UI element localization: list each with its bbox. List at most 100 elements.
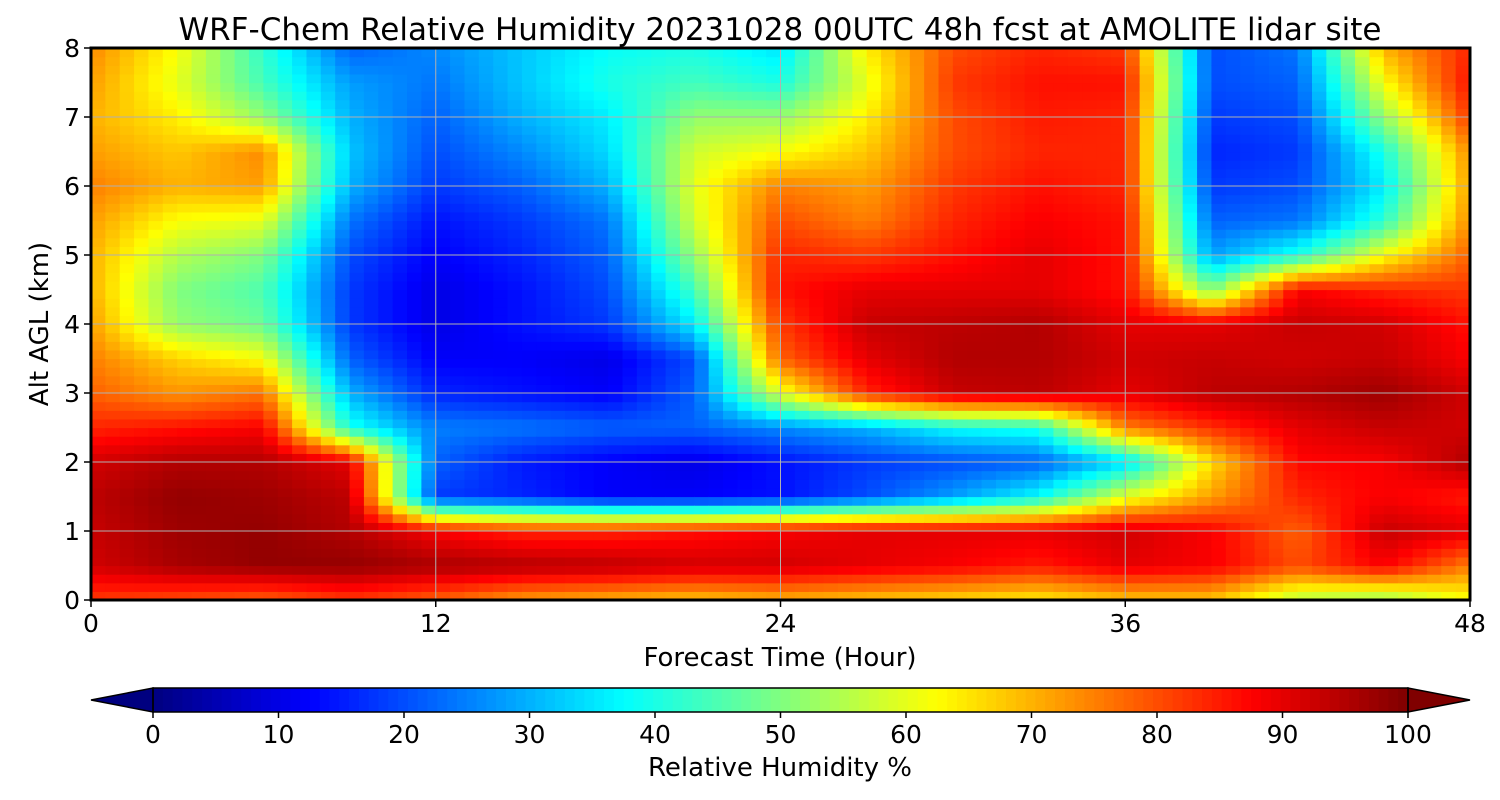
heatmap-cell [665, 298, 681, 308]
heatmap-cell [134, 263, 150, 273]
heatmap-cell [478, 487, 494, 498]
heatmap-cell [507, 48, 523, 58]
heatmap-cell [363, 453, 379, 463]
heatmap-cell [751, 125, 767, 135]
heatmap-cell [521, 125, 537, 135]
heatmap-cell [852, 556, 868, 567]
heatmap-cell [895, 418, 911, 429]
heatmap-cell [119, 151, 135, 161]
heatmap-cell [91, 393, 106, 403]
heatmap-cell [981, 203, 997, 213]
heatmap-cell [1067, 91, 1083, 101]
heatmap-cell [737, 186, 753, 196]
heatmap-cell [665, 280, 681, 291]
heatmap-cell [952, 358, 968, 368]
heatmap-cell [708, 384, 724, 394]
heatmap-cell [708, 479, 724, 489]
heatmap-cell [837, 246, 853, 256]
heatmap-cell [191, 65, 207, 75]
heatmap-cell [292, 229, 308, 239]
heatmap-cell [780, 341, 796, 351]
heatmap-cell [981, 255, 997, 265]
heatmap-cell [335, 48, 351, 58]
heatmap-cell [636, 272, 652, 282]
heatmap-cell [435, 539, 451, 549]
heatmap-cell [263, 194, 279, 204]
heatmap-cell [967, 82, 983, 92]
heatmap-cell [435, 462, 451, 472]
heatmap-cell [550, 341, 566, 351]
heatmap-cell [1082, 367, 1098, 377]
heatmap-cell [938, 134, 954, 144]
heatmap-cell [421, 453, 437, 463]
heatmap-cell [1039, 427, 1055, 437]
heatmap-cell [794, 436, 810, 446]
heatmap-cell [780, 220, 796, 230]
heatmap-cell [909, 410, 925, 420]
heatmap-cell [751, 65, 767, 75]
heatmap-cell [378, 73, 394, 84]
heatmap-cell [407, 444, 422, 454]
heatmap-cell [1125, 125, 1141, 135]
heatmap-cell [220, 505, 236, 515]
heatmap-cell [91, 341, 106, 351]
heatmap-cell [220, 522, 236, 532]
heatmap-cell [924, 462, 940, 472]
heatmap-cell [708, 393, 724, 403]
heatmap-cell [320, 306, 336, 316]
heatmap-cell [651, 401, 667, 411]
heatmap-cell [651, 462, 667, 472]
heatmap-cell [723, 479, 738, 489]
heatmap-cell [234, 401, 250, 411]
heatmap-cell [823, 298, 839, 308]
heatmap-cell [521, 255, 537, 265]
heatmap-cell [320, 73, 336, 84]
heatmap-cell [277, 427, 293, 437]
heatmap-cell [119, 591, 135, 600]
heatmap-cell [665, 211, 681, 222]
heatmap-cell [852, 470, 868, 480]
heatmap-cell [608, 108, 624, 118]
heatmap-cell [91, 496, 106, 506]
heatmap-cell [435, 56, 451, 66]
heatmap-cell [1096, 117, 1112, 127]
heatmap-cell [708, 505, 724, 515]
heatmap-cell [608, 591, 624, 600]
heatmap-cell [1139, 375, 1155, 385]
heatmap-cell [679, 108, 695, 118]
heatmap-cell [1153, 341, 1169, 351]
heatmap-cell [464, 142, 480, 153]
heatmap-cell [608, 401, 624, 411]
heatmap-cell [967, 332, 983, 342]
heatmap-cell [550, 186, 566, 196]
heatmap-cell [1096, 349, 1112, 360]
heatmap-cell [363, 341, 379, 351]
heatmap-cell [579, 125, 595, 135]
heatmap-cell [105, 324, 121, 334]
heatmap-cell [478, 375, 494, 385]
heatmap-cell [809, 574, 825, 584]
heatmap-cell [1096, 280, 1112, 291]
heatmap-cell [378, 82, 394, 92]
heatmap-cell [134, 151, 150, 161]
heatmap-cell [536, 65, 552, 75]
heatmap-cell [220, 134, 236, 144]
heatmap-cell [421, 160, 437, 170]
heatmap-cell [205, 203, 221, 213]
heatmap-cell [1024, 436, 1040, 446]
heatmap-cell [234, 48, 250, 58]
heatmap-cell [1110, 177, 1126, 187]
heatmap-cell [277, 393, 293, 403]
heatmap-cell [550, 237, 566, 247]
heatmap-cell [450, 125, 466, 135]
heatmap-cell [1067, 401, 1083, 411]
heatmap-cell [234, 384, 250, 394]
heatmap-cell [421, 177, 437, 187]
heatmap-cell [665, 582, 681, 592]
heatmap-cell [1082, 194, 1098, 204]
heatmap-cell [1039, 548, 1055, 558]
heatmap-cell [378, 384, 394, 394]
heatmap-cell [1024, 246, 1040, 256]
heatmap-cell [1182, 487, 1198, 498]
heatmap-cell [119, 298, 135, 308]
